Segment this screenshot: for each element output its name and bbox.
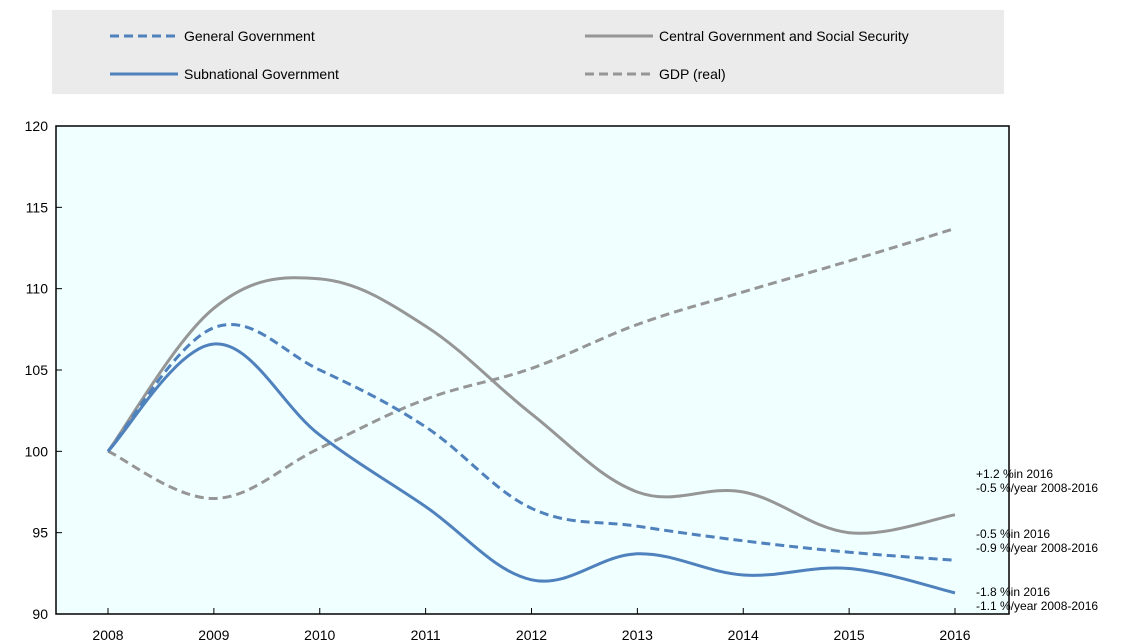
- y-tick-label: 100: [25, 443, 49, 459]
- x-tick-label: 2011: [411, 627, 441, 643]
- annotation-central-line1: +1.2 %in 2016: [976, 467, 1053, 481]
- x-tick-label: 2010: [304, 627, 335, 643]
- x-tick-label: 2014: [728, 627, 759, 643]
- annotation-general-line2: -0.9 %/year 2008-2016: [976, 541, 1098, 555]
- annotation-subnational-line2: -1.1 %/year 2008-2016: [976, 599, 1098, 613]
- legend-label-central: Central Government and Social Security: [659, 28, 909, 44]
- axes-layer: 90 95 100 105 110 115 120 2008 2009 2010 2011 2012 2…: [25, 118, 971, 643]
- series-line-general: [106, 323, 956, 562]
- x-tick-label: 2016: [939, 627, 970, 643]
- y-tick-label: 115: [26, 199, 49, 215]
- annotation-subnational-line1: -1.8 %in 2016: [976, 585, 1050, 599]
- legend-box: [52, 10, 1004, 94]
- y-tick-label: 105: [25, 362, 49, 378]
- y-tick-label: 110: [26, 281, 49, 297]
- legend-label-gdp: GDP (real): [659, 66, 726, 82]
- legend-label-subnational: Subnational Government: [184, 66, 339, 82]
- x-tick-label: 2013: [622, 627, 653, 643]
- x-tick-label: 2008: [92, 627, 123, 643]
- x-tick-label: 2015: [834, 627, 865, 643]
- annotation-general-line1: -0.5 %in 2016: [976, 527, 1050, 541]
- plot-area: [55, 125, 1010, 615]
- series-line-subnational: [106, 342, 956, 595]
- annotation-central-line2: -0.5 %/year 2008-2016: [976, 481, 1098, 495]
- y-tick-label: 95: [32, 525, 48, 541]
- legend: General Government Central Government and…: [110, 28, 909, 82]
- x-tick-label: 2009: [198, 627, 229, 643]
- series-line-gdp: [107, 227, 956, 501]
- series-layer: [106, 227, 956, 595]
- y-tick-label: 120: [25, 118, 49, 134]
- series-line-central: [106, 276, 956, 535]
- annotations: +1.2 %in 2016-0.5 %/year 2008-2016 -0.5 %…: [976, 467, 1098, 613]
- y-tick-label: 90: [32, 606, 48, 622]
- legend-label-general: General Government: [184, 28, 315, 44]
- x-tick-label: 2012: [516, 627, 547, 643]
